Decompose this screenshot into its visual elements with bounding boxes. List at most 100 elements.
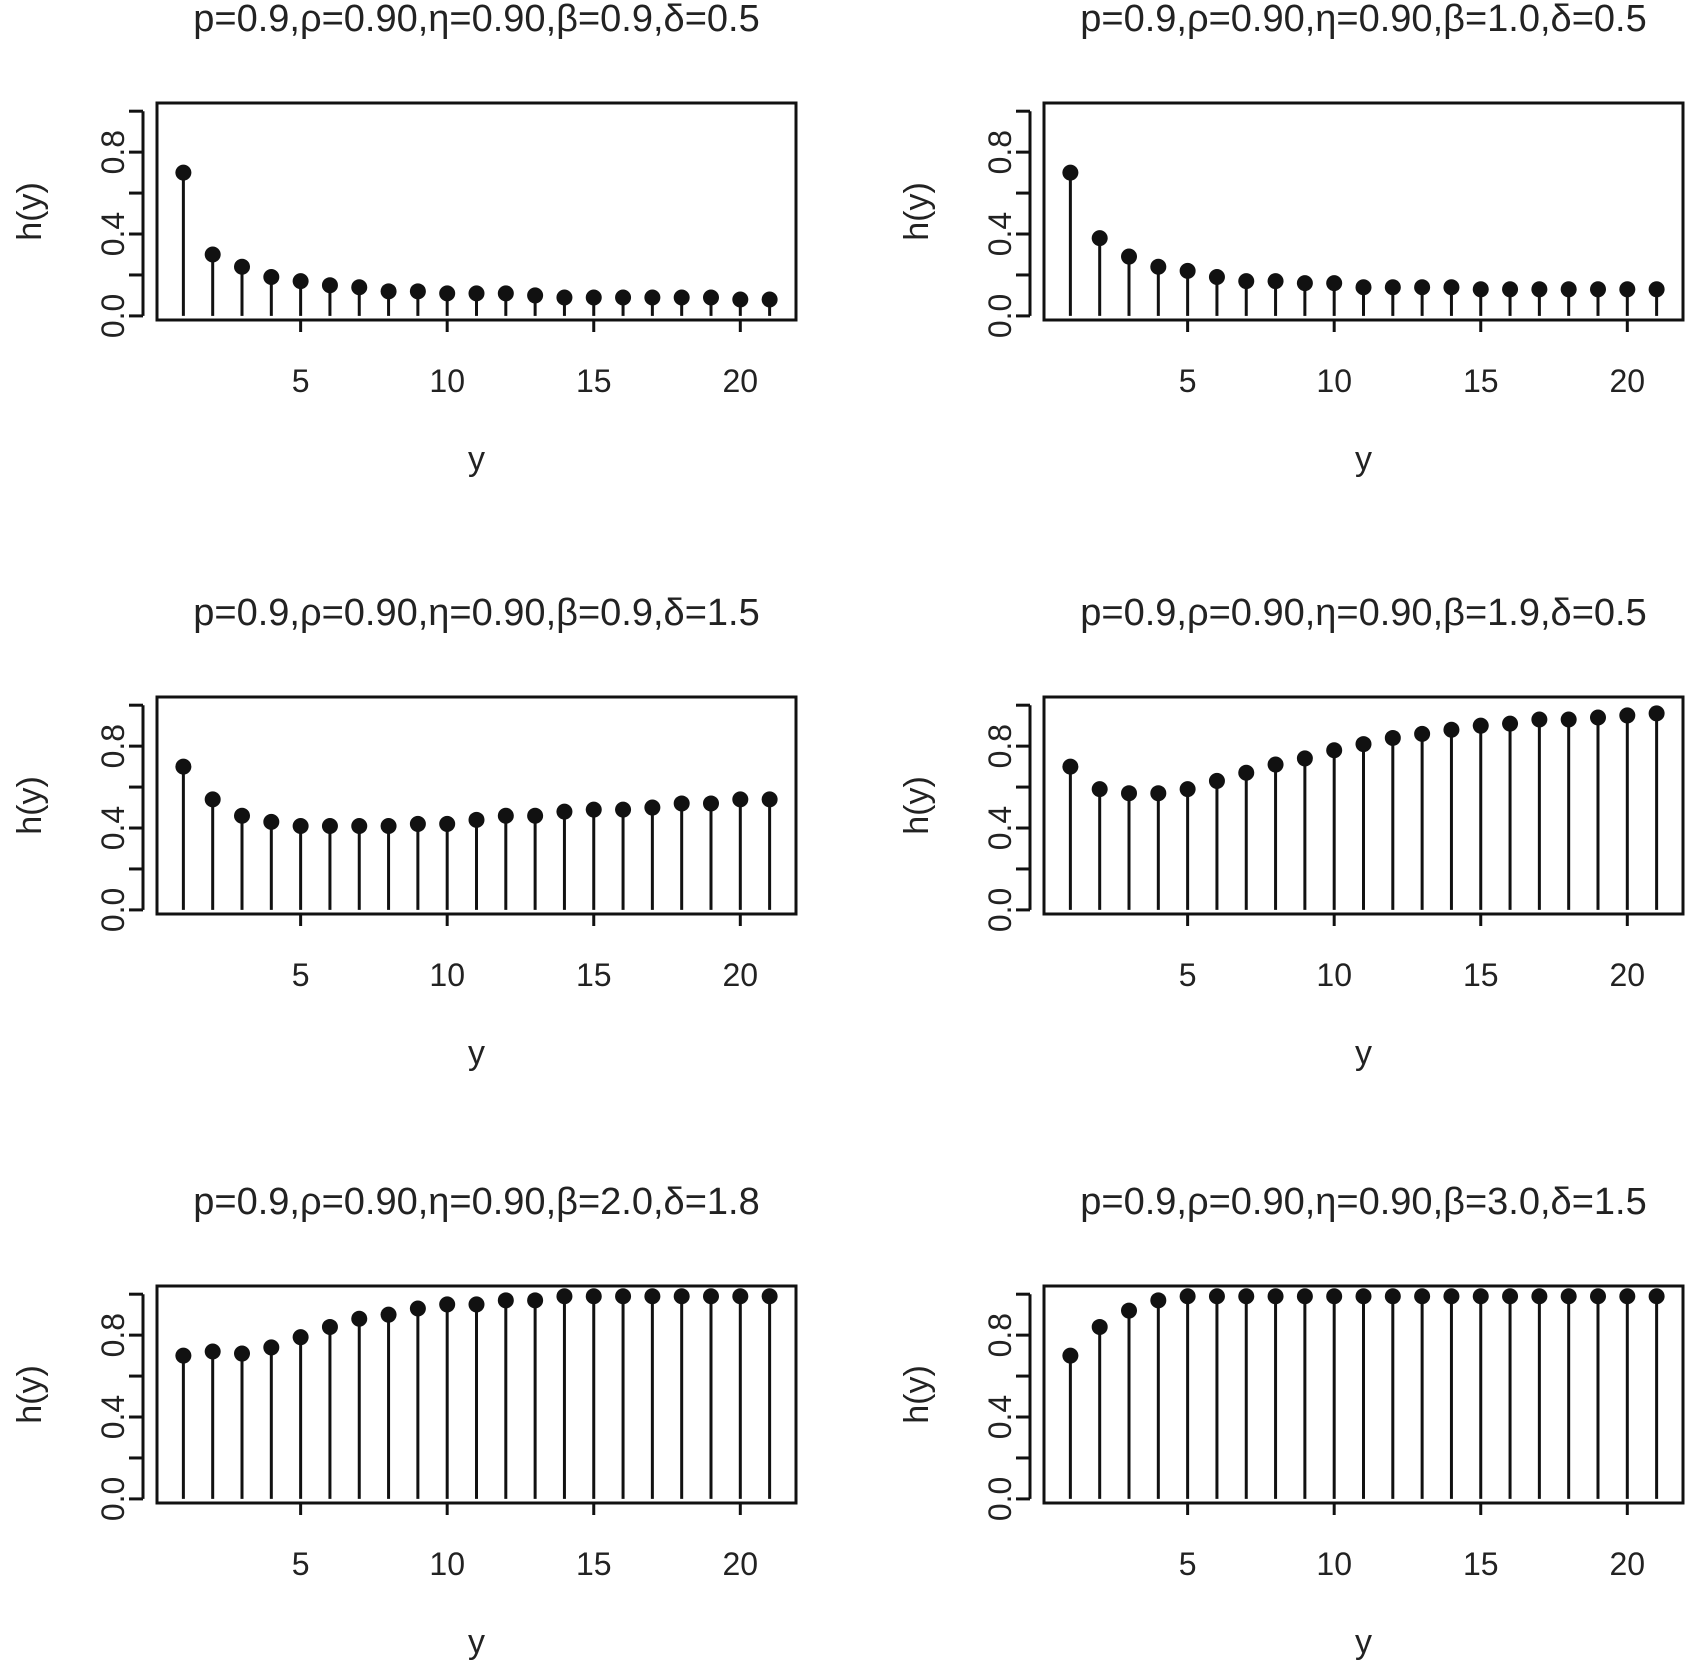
data-point: [1208, 1288, 1225, 1305]
data-point: [351, 279, 368, 296]
data-point: [439, 285, 456, 302]
y-tick-label: 0.8: [95, 1313, 131, 1357]
data-point: [1179, 1288, 1196, 1305]
data-point: [1238, 273, 1255, 290]
y-tick-label: 0.8: [95, 130, 131, 174]
data-point: [1238, 764, 1255, 781]
data-point: [1267, 1288, 1284, 1305]
data-point: [234, 1345, 251, 1362]
y-tick-label: 0.8: [982, 1313, 1018, 1357]
data-point: [321, 277, 338, 294]
x-tick-label: 15: [576, 1546, 612, 1582]
data-point: [1062, 164, 1079, 181]
x-tick-label: 10: [429, 363, 465, 399]
data-point: [1560, 1288, 1577, 1305]
data-point: [1296, 750, 1313, 767]
panel-3: p=0.9,ρ=0.90,η=0.90,β=0.9,δ=1.5 0.0 0.4 0.8…: [11, 592, 798, 1072]
panel-6: p=0.9,ρ=0.90,η=0.90,β=3.0,δ=1.5 0.0 0.4 0.8…: [898, 1181, 1685, 1661]
data-point: [1531, 281, 1548, 298]
x-tick-label: 10: [1316, 1546, 1352, 1582]
panel-4: p=0.9,ρ=0.90,η=0.90,β=1.9,δ=0.5 0.0 0.4 0.8…: [898, 592, 1685, 1072]
panel-title: p=0.9,ρ=0.90,η=0.90,β=1.0,δ=0.5: [1080, 0, 1646, 40]
data-point: [1414, 279, 1431, 296]
x-tick-label: 15: [1463, 1546, 1499, 1582]
data-point: [1589, 709, 1606, 726]
data-point: [585, 289, 602, 306]
data-point: [1472, 717, 1489, 734]
x-tick-label: 5: [1179, 363, 1197, 399]
y-tick-label: 0.4: [982, 212, 1018, 256]
data-point: [1648, 1288, 1665, 1305]
data-point: [1355, 736, 1372, 753]
data-point: [439, 815, 456, 832]
data-point: [351, 1310, 368, 1327]
data-point: [263, 813, 280, 830]
plot-frame: [155, 1284, 798, 1505]
data-point: [673, 1288, 690, 1305]
data-point: [1150, 258, 1167, 275]
panel-2: p=0.9,ρ=0.90,η=0.90,β=1.0,δ=0.5 0.0 0.4 0.8…: [898, 0, 1685, 478]
x-tick-label: 15: [1463, 957, 1499, 993]
x-tick-label: 5: [292, 363, 310, 399]
data-point: [1150, 785, 1167, 802]
data-point: [292, 273, 309, 290]
data-point: [234, 258, 251, 275]
data-point: [556, 1288, 573, 1305]
panel-5: p=0.9,ρ=0.90,η=0.90,β=2.0,δ=1.8 0.0 0.4 0.8…: [11, 1181, 798, 1661]
y-axis-label: h(y): [11, 1365, 49, 1424]
data-point: [497, 1292, 514, 1309]
data-point: [1531, 1288, 1548, 1305]
data-point: [1179, 262, 1196, 279]
x-tick-label: 5: [1179, 1546, 1197, 1582]
data-point: [204, 1343, 221, 1360]
data-point: [644, 1288, 661, 1305]
data-point: [761, 1288, 778, 1305]
data-point: [409, 815, 426, 832]
data-point: [1502, 715, 1519, 732]
data-point: [615, 801, 632, 818]
data-point: [1267, 756, 1284, 773]
data-point: [351, 817, 368, 834]
y-tick-label: 0.0: [982, 1477, 1018, 1521]
data-point: [1326, 742, 1343, 759]
data-point: [585, 1288, 602, 1305]
x-tick-label: 20: [723, 1546, 759, 1582]
panel-1: p=0.9,ρ=0.90,η=0.90,β=0.9,δ=0.5 0.0 0.4 0.8…: [11, 0, 798, 478]
x-tick-label: 20: [723, 363, 759, 399]
x-tick-label: 15: [576, 363, 612, 399]
data-point: [1091, 1318, 1108, 1335]
data-point: [1062, 1347, 1079, 1364]
data-point: [1443, 279, 1460, 296]
data-point: [1326, 1288, 1343, 1305]
data-point: [1589, 281, 1606, 298]
y-tick-label: 0.4: [95, 1395, 131, 1439]
data-point: [1560, 281, 1577, 298]
x-tick-label: 20: [723, 957, 759, 993]
y-axis-label: h(y): [11, 776, 49, 835]
y-tick-label: 0.4: [95, 212, 131, 256]
y-tick-label: 0.4: [982, 806, 1018, 850]
data-point: [409, 1300, 426, 1317]
x-tick-label: 5: [1179, 957, 1197, 993]
data-point: [292, 817, 309, 834]
data-point: [1091, 781, 1108, 798]
x-tick-label: 10: [1316, 957, 1352, 993]
data-point: [1121, 1302, 1138, 1319]
plot-frame: [1042, 101, 1685, 322]
x-axis-label: y: [1355, 1623, 1372, 1661]
data-point: [732, 1288, 749, 1305]
data-point: [1619, 1288, 1636, 1305]
y-tick-label: 0.8: [982, 130, 1018, 174]
x-tick-label: 15: [1463, 363, 1499, 399]
y-tick-label: 0.0: [982, 294, 1018, 338]
data-point: [439, 1296, 456, 1313]
data-point: [615, 289, 632, 306]
data-point: [1296, 1288, 1313, 1305]
x-tick-label: 10: [429, 1546, 465, 1582]
data-point: [615, 1288, 632, 1305]
data-point: [1443, 1288, 1460, 1305]
data-point: [1502, 281, 1519, 298]
data-point: [702, 795, 719, 812]
data-point: [1355, 1288, 1372, 1305]
data-point: [1062, 758, 1079, 775]
